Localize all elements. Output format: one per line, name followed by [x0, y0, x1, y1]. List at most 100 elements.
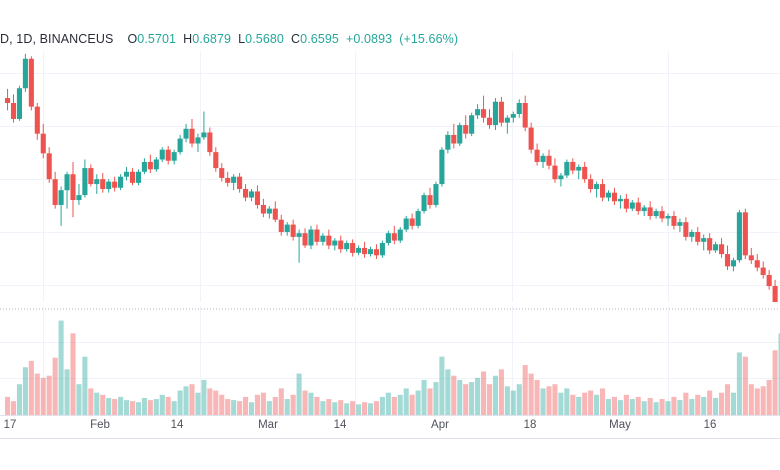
open-label: O [127, 32, 138, 46]
volume-bar [397, 394, 403, 416]
volume-bar [421, 379, 427, 416]
candle [766, 270, 772, 290]
volume-bar [141, 397, 147, 416]
candle [463, 115, 469, 139]
volume-bar [254, 394, 260, 416]
time-axis-tick[interactable]: May [609, 419, 631, 431]
gridline-horizontal [0, 232, 780, 233]
candle [290, 219, 296, 241]
candle [510, 111, 516, 123]
candle [724, 245, 731, 271]
volume-bar [492, 375, 498, 416]
time-axis-tick[interactable]: Feb [90, 419, 110, 431]
volume-pane[interactable] [0, 306, 780, 416]
volume-bar [213, 390, 219, 416]
candle [332, 238, 338, 251]
volume-bar [564, 388, 570, 416]
candle [40, 123, 46, 159]
time-axis-tick[interactable]: Mar [258, 419, 278, 431]
chart-legend: D, 1D, BINANCEUS O0.5701 H0.6879 L0.5680 C0.… [0, 30, 458, 48]
candle [207, 127, 213, 156]
candle [534, 143, 540, 166]
volume-bar [165, 396, 171, 416]
gridline-vertical [355, 306, 356, 416]
volume-bar [332, 402, 338, 416]
candle [314, 224, 320, 246]
volume-bar [719, 392, 725, 416]
candle [367, 246, 374, 257]
time-axis-tick[interactable]: 16 [703, 419, 717, 431]
volume-bar [379, 396, 385, 416]
candle [427, 187, 433, 209]
time-axis-tick[interactable]: 18 [523, 419, 537, 431]
candle [159, 147, 165, 162]
volume-bar [635, 396, 641, 416]
volume-bar [367, 403, 374, 416]
candle [683, 217, 689, 241]
volume-bar [647, 397, 653, 416]
symbol-label[interactable]: D, 1D, BINANCEUS [0, 32, 114, 46]
candle [403, 216, 409, 232]
volume-bar [70, 333, 76, 416]
volume-bar [344, 403, 350, 416]
candle [600, 179, 606, 202]
candle [582, 161, 588, 183]
time-axis-tick[interactable]: 14 [333, 419, 347, 431]
volume-bar [677, 400, 683, 416]
candle [171, 149, 177, 165]
gridline-vertical [200, 52, 201, 302]
candle [165, 145, 171, 165]
candle [237, 173, 243, 193]
volume-bar [118, 396, 124, 416]
price-pane[interactable] [0, 52, 780, 302]
gridline-horizontal [0, 378, 780, 379]
volume-bar [284, 399, 290, 416]
volume-bar [356, 404, 362, 416]
volume-bar [64, 369, 70, 416]
candle [564, 159, 570, 178]
candle [350, 239, 356, 257]
volume-bar [659, 399, 665, 416]
volume-bar [576, 396, 582, 416]
volume-bar [231, 400, 237, 416]
candle [64, 171, 70, 209]
candle [492, 98, 498, 131]
volume-bar [528, 373, 534, 416]
volume-bar [403, 388, 409, 416]
volume-bar [558, 392, 564, 416]
volume-bar [481, 371, 487, 416]
volume-bar [124, 400, 130, 416]
gridline-horizontal [0, 126, 780, 127]
gridline-vertical [512, 52, 513, 302]
time-axis[interactable]: 17 Feb 14 Mar 14 Apr 18 May 16 [0, 416, 780, 438]
volume-bar [183, 386, 189, 416]
volume-bar [373, 401, 379, 416]
candle [260, 198, 266, 218]
candle [421, 192, 427, 214]
volume-bar [498, 369, 504, 416]
volume-bar [314, 396, 320, 416]
volume-bar [326, 399, 332, 416]
volume-bar [766, 379, 772, 416]
candle [540, 153, 546, 169]
time-axis-tick[interactable]: Apr [431, 419, 449, 431]
candle [719, 238, 725, 258]
volume-bar [248, 402, 255, 416]
candle [326, 229, 332, 250]
candle [576, 164, 582, 180]
time-axis-tick[interactable]: 14 [170, 419, 184, 431]
candle [528, 122, 534, 154]
volume-bar [302, 390, 308, 416]
candle [177, 134, 183, 155]
candlestick-series [5, 53, 778, 302]
candle [635, 197, 641, 215]
candle [457, 122, 463, 146]
time-axis-tick[interactable]: 17 [3, 419, 17, 431]
candle [129, 168, 136, 186]
volume-bar [362, 402, 368, 416]
candle [659, 206, 665, 223]
candle [629, 200, 635, 212]
candle [397, 227, 403, 244]
candle [82, 159, 88, 198]
volume-bar [195, 392, 201, 416]
